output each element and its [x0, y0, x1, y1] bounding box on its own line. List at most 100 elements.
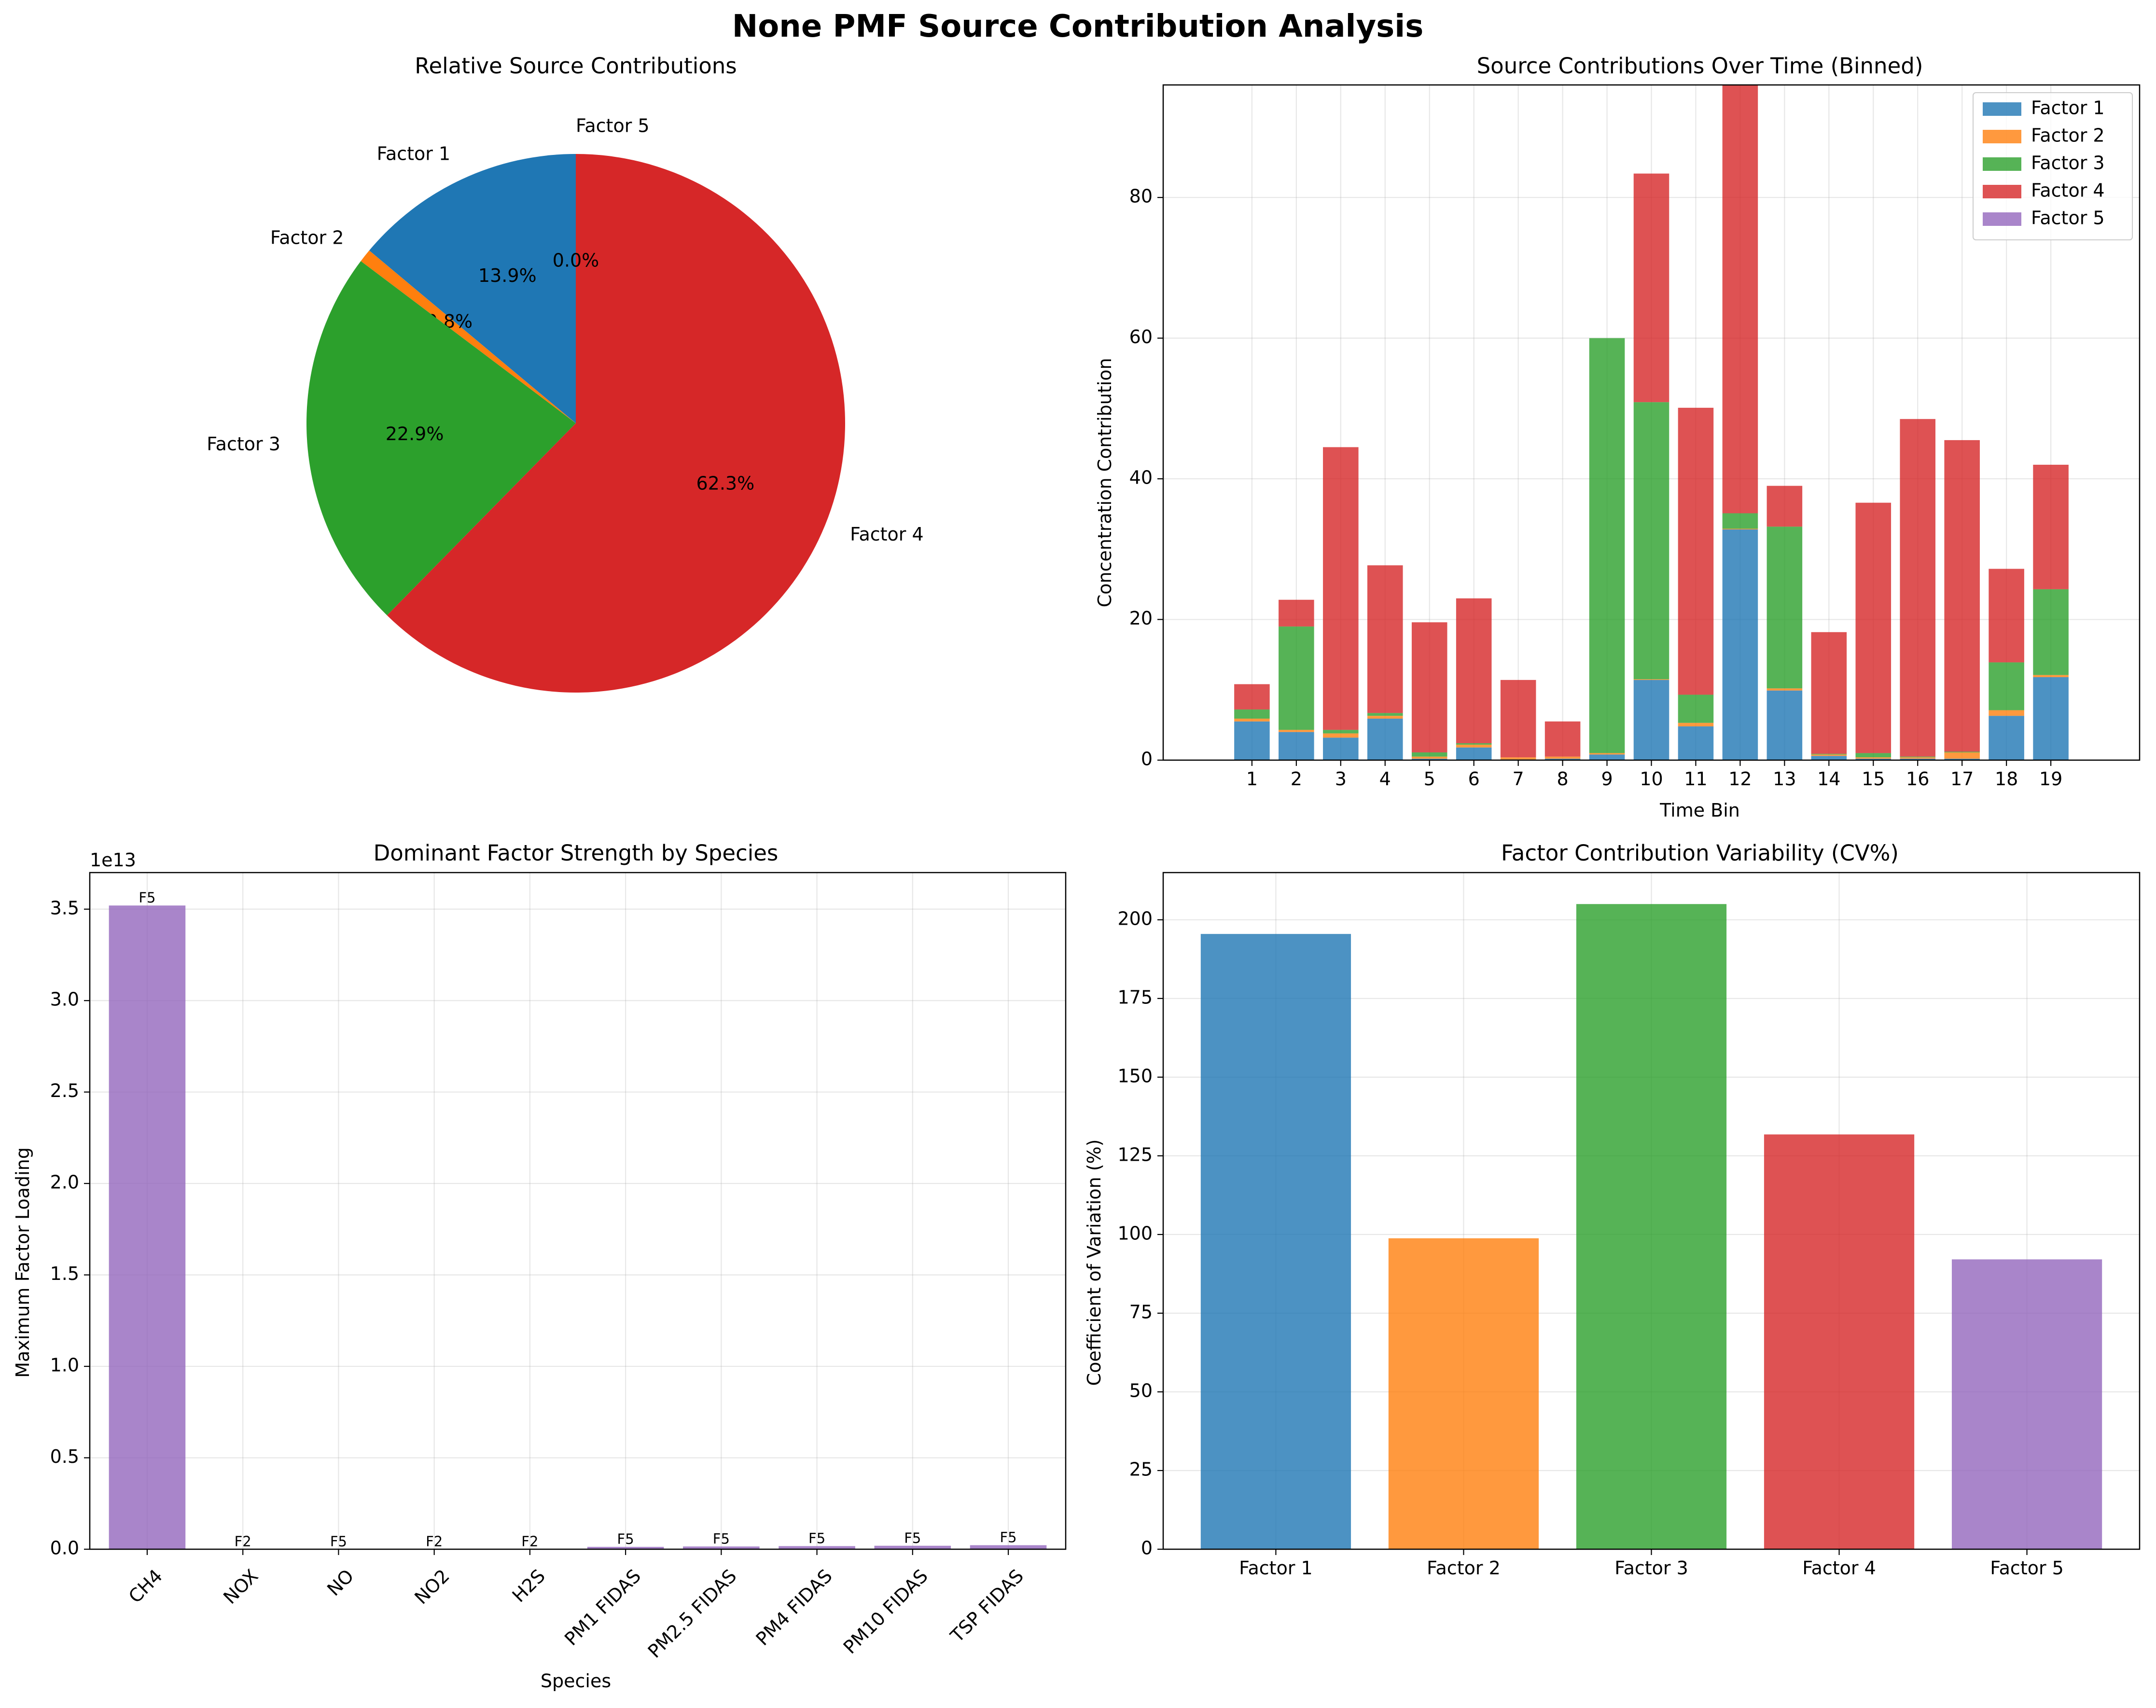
x-tick-label: 16 — [1906, 768, 1929, 790]
x-tick-label: 12 — [1728, 768, 1752, 790]
legend-box — [1973, 92, 2133, 240]
stacked-bar-segment — [1279, 732, 1314, 760]
bar-factor-label: F5 — [617, 1531, 634, 1547]
cv-chart: 0 25 50 75 100 125 150 175 200 Factor 1 Factor 2 Fa… — [1117, 872, 2141, 1579]
stacked-bar-segment — [1500, 680, 1536, 758]
x-tick-label: 6 — [1468, 768, 1480, 790]
cv-chart-panel: Factor Contribution Variability (CV%) Co… — [1084, 840, 2141, 1579]
x-tick-label: 8 — [1557, 768, 1568, 790]
stacked-bar-segment — [1855, 759, 1892, 760]
pie-slice-label: Factor 5 — [576, 115, 650, 137]
cv-bar — [1951, 1259, 2102, 1549]
stacked-bar-segment — [2033, 464, 2069, 589]
stacked-bar-segment — [1989, 569, 2024, 663]
x-tick-label: 7 — [1513, 768, 1524, 790]
stacked-bar-segment — [1323, 447, 1359, 730]
y-tick-label: 3.0 — [50, 989, 79, 1010]
x-tick-label: PM1 FIDAS — [560, 1565, 645, 1650]
stacked-bar-segment — [1544, 759, 1581, 760]
stacked-bar-segment — [1989, 710, 2024, 716]
x-tick-label: 10 — [1640, 768, 1663, 790]
legend-entry: Factor 3 — [2031, 153, 2105, 174]
stacked-bar-segment — [1811, 632, 1847, 754]
stacked-bar-segment — [1323, 733, 1359, 738]
y-tick-label: 25 — [1129, 1458, 1153, 1480]
stacked-bar-segment — [1900, 759, 1936, 760]
stacked-bar-segment — [1279, 626, 1314, 730]
bar-factor-label: F2 — [426, 1533, 443, 1550]
y-tick-label: 80 — [1129, 186, 1153, 207]
y-tick-label: 0 — [1141, 749, 1153, 770]
stacked-bar-segment — [1678, 407, 1714, 695]
stacked-bar-chart-title: Source Contributions Over Time (Binned) — [1477, 53, 1923, 79]
stacked-bar-chart-panel: Source Contributions Over Time (Binned) … — [1094, 53, 2141, 821]
x-tick-label: 19 — [2039, 768, 2062, 790]
stacked-bar-segment — [1900, 419, 1936, 757]
pie-slice-label: Factor 3 — [207, 433, 280, 455]
stacked-bar-segment — [1589, 338, 1625, 753]
bar-factor-label: F5 — [808, 1530, 825, 1547]
dominant-factor-offset-text: 1e13 — [90, 849, 136, 871]
pie-chart-title: Relative Source Contributions — [415, 53, 737, 79]
pie-slice — [306, 261, 576, 615]
x-tick-label: 15 — [1862, 768, 1885, 790]
cv-bar — [1200, 934, 1351, 1549]
stacked-bar-segment — [1678, 726, 1714, 760]
stacked-bar-segment — [1944, 759, 1980, 760]
species-bar — [779, 1546, 855, 1549]
x-tick-label: 13 — [1773, 768, 1796, 790]
stacked-bar-segment — [2033, 675, 2069, 678]
x-tick-label: PM10 FIDAS — [839, 1565, 932, 1658]
stacked-bar-segment — [1722, 85, 1758, 514]
pie-slice-label: Factor 4 — [850, 524, 924, 545]
figure-title: None PMF Source Contribution Analysis — [732, 9, 1424, 44]
legend-swatch — [1983, 157, 2021, 171]
species-bar — [683, 1546, 760, 1549]
y-tick-label: 2.0 — [50, 1172, 79, 1193]
stacked-bar-segment — [1367, 565, 1403, 713]
dominant-factor-y-axis-label: Maximum Factor Loading — [12, 1147, 33, 1378]
stacked-bar-segment — [2033, 677, 2069, 760]
legend-swatch — [1983, 102, 2021, 116]
x-tick-label: 11 — [1684, 768, 1707, 790]
stacked-bar-segment — [1279, 599, 1314, 627]
pie-slice-label: Factor 1 — [377, 143, 451, 164]
pie-slice — [361, 250, 576, 423]
x-tick-label: Factor 4 — [1802, 1557, 1876, 1579]
species-bar — [874, 1545, 951, 1549]
stacked-bar-x-axis-label: Time Bin — [1659, 800, 1740, 821]
x-tick-label: 4 — [1379, 768, 1391, 790]
legend-entry: Factor 4 — [2031, 180, 2105, 201]
stacked-bar-segment — [1456, 743, 1492, 745]
species-bar — [109, 905, 186, 1549]
bar-factor-label: F2 — [235, 1533, 251, 1550]
legend-swatch — [1983, 212, 2021, 226]
pie-percent-label: 0.0% — [553, 250, 599, 271]
stacked-bar-segment — [1589, 753, 1625, 755]
x-tick-label: 17 — [1950, 768, 1974, 790]
stacked-bar-segment — [1367, 716, 1403, 719]
y-tick-label: 150 — [1117, 1065, 1153, 1086]
axes-frame — [89, 872, 1067, 1550]
y-tick-label: 175 — [1117, 986, 1153, 1008]
stacked-bar-segment — [1678, 722, 1714, 727]
y-tick-label: 1.0 — [50, 1355, 79, 1376]
y-tick-label: 20 — [1129, 608, 1153, 629]
stacked-bar-segment — [1633, 173, 1669, 403]
y-tick-label: 125 — [1117, 1144, 1153, 1165]
stacked-bar-segment — [1989, 716, 2024, 760]
stacked-bar-segment — [1900, 757, 1936, 759]
stacked-bar-segment — [1279, 730, 1314, 732]
pie-percent-label: 62.3% — [696, 472, 755, 494]
stacked-bar-segment — [1989, 662, 2024, 710]
x-tick-label: Factor 2 — [1427, 1557, 1501, 1579]
stacked-bar-segment — [1411, 759, 1447, 760]
cv-bar — [1764, 1134, 1915, 1549]
cv-y-axis-label: Coefficient of Variation (%) — [1084, 1139, 1105, 1386]
stacked-bar-segment — [1722, 513, 1758, 529]
stacked-bar-segment — [1411, 752, 1447, 757]
x-tick-label: 18 — [1995, 768, 2018, 790]
stacked-bar-segment — [1456, 744, 1492, 748]
